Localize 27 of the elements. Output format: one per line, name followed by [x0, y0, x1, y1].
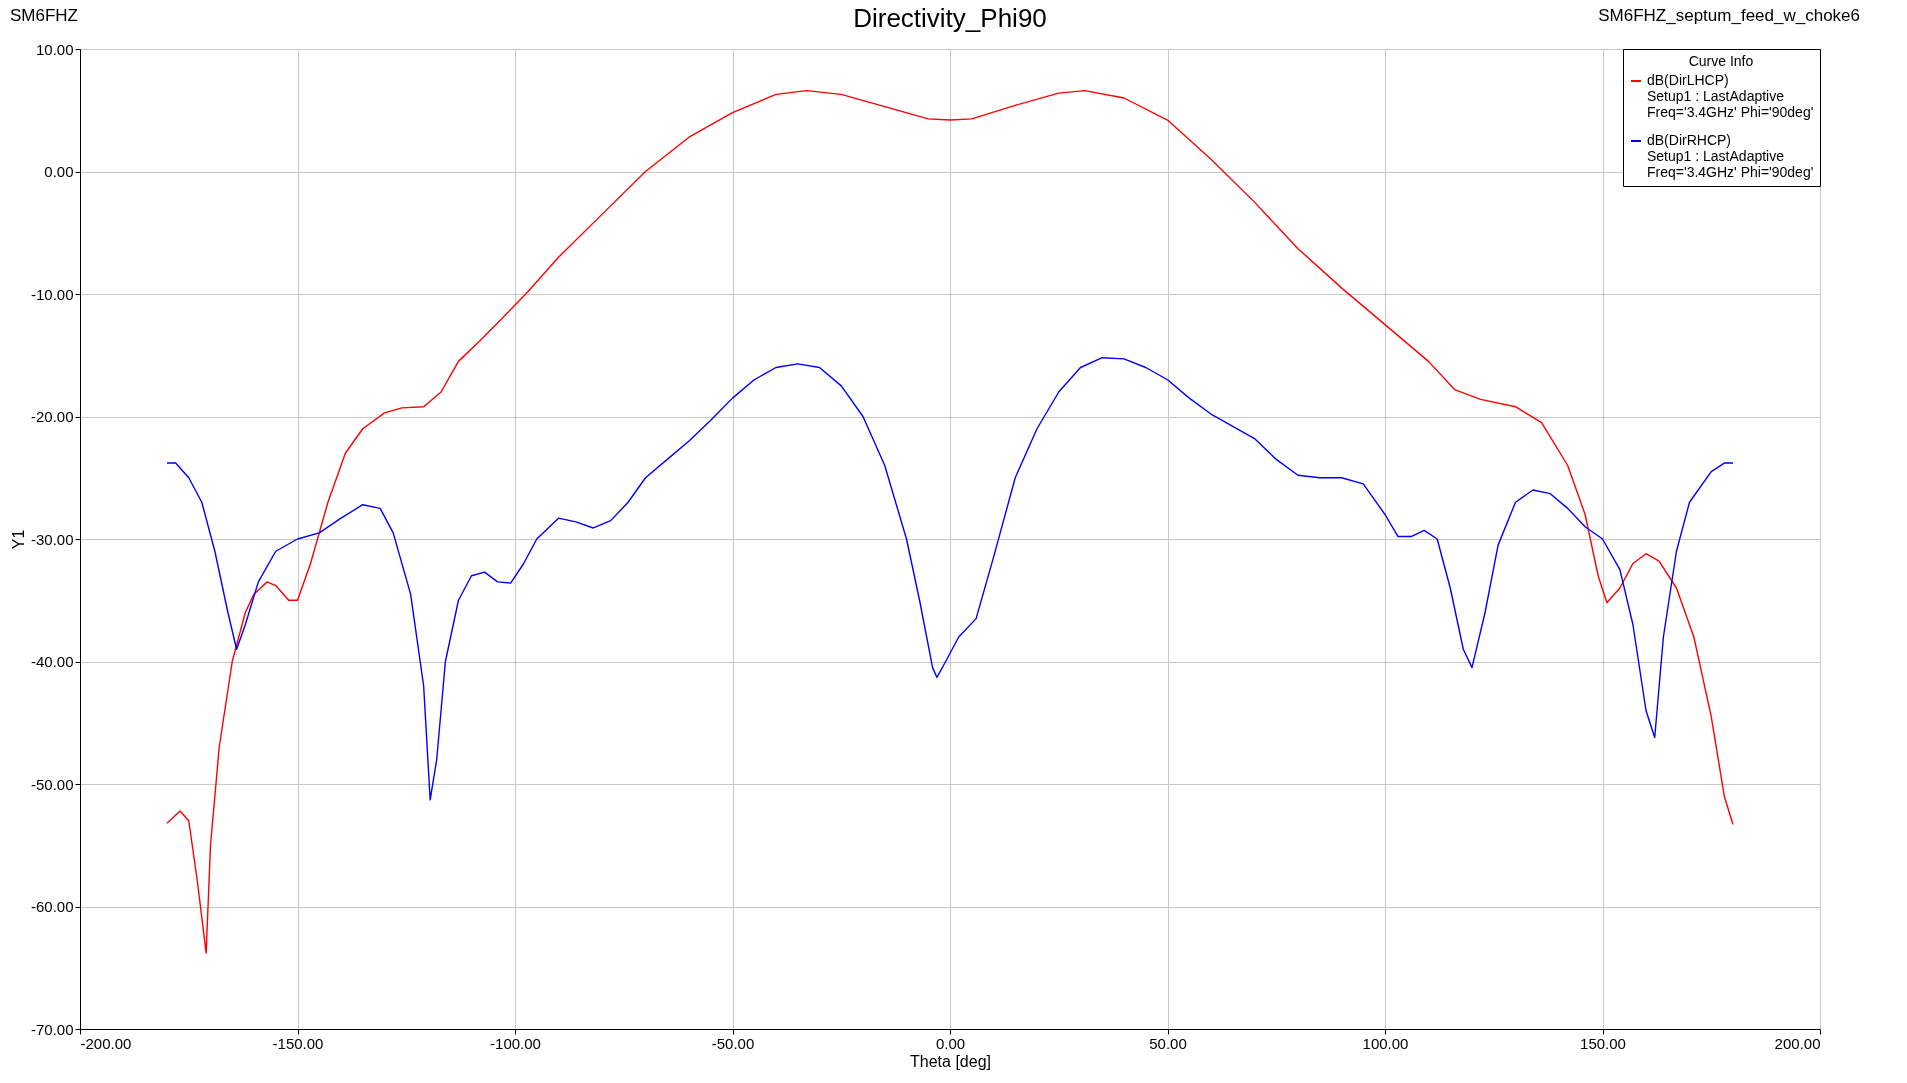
- y-tick-label: 0.00: [44, 163, 74, 180]
- y-tick-label: -20.00: [30, 408, 74, 425]
- x-axis-title: Theta [deg]: [910, 1052, 991, 1070]
- x-tick-label: -200.00: [80, 1034, 132, 1052]
- y-tick-label: -10.00: [30, 285, 74, 303]
- y-tick-label: -60.00: [30, 898, 74, 915]
- chart-title: Directivity_Phi90: [853, 3, 1047, 33]
- line-series: [166, 357, 1734, 801]
- x-tick-label: -150.00: [272, 1034, 324, 1052]
- y-axis-title: Y1: [9, 529, 27, 550]
- text: SM6FHZ: [10, 6, 78, 26]
- legend-label: dB(DirLHCP) Setup1 : LastAdaptive Freq='3.4GHz' Phi='90deg': [1647, 72, 1814, 120]
- legend-title: Curve Info: [1688, 53, 1754, 69]
- x-tick-label: 0.00: [935, 1034, 966, 1052]
- y-tick-label: -30.00: [30, 530, 74, 548]
- x-tick-label: 50.00: [1149, 1034, 1187, 1052]
- y-tick-label: -40.00: [30, 653, 74, 670]
- x-tick-label: -50.00: [711, 1034, 755, 1052]
- x-tick-label: 200.00: [1774, 1034, 1821, 1052]
- x-tick-label: 100.00: [1362, 1034, 1409, 1052]
- y-tick-label: -50.00: [30, 775, 74, 793]
- y-tick-label: -70.00: [30, 1020, 74, 1038]
- x-tick-label: 150.00: [1580, 1034, 1626, 1052]
- text: SM6FHZ_septum_feed_w_choke6: [1598, 6, 1860, 26]
- y-tick-label: 10.00: [35, 40, 74, 58]
- x-tick-label: -100.00: [490, 1034, 541, 1052]
- legend-label: dB(DirRHCP) Setup1 : LastAdaptive Freq='3.4GHz' Phi='90deg': [1647, 132, 1814, 180]
